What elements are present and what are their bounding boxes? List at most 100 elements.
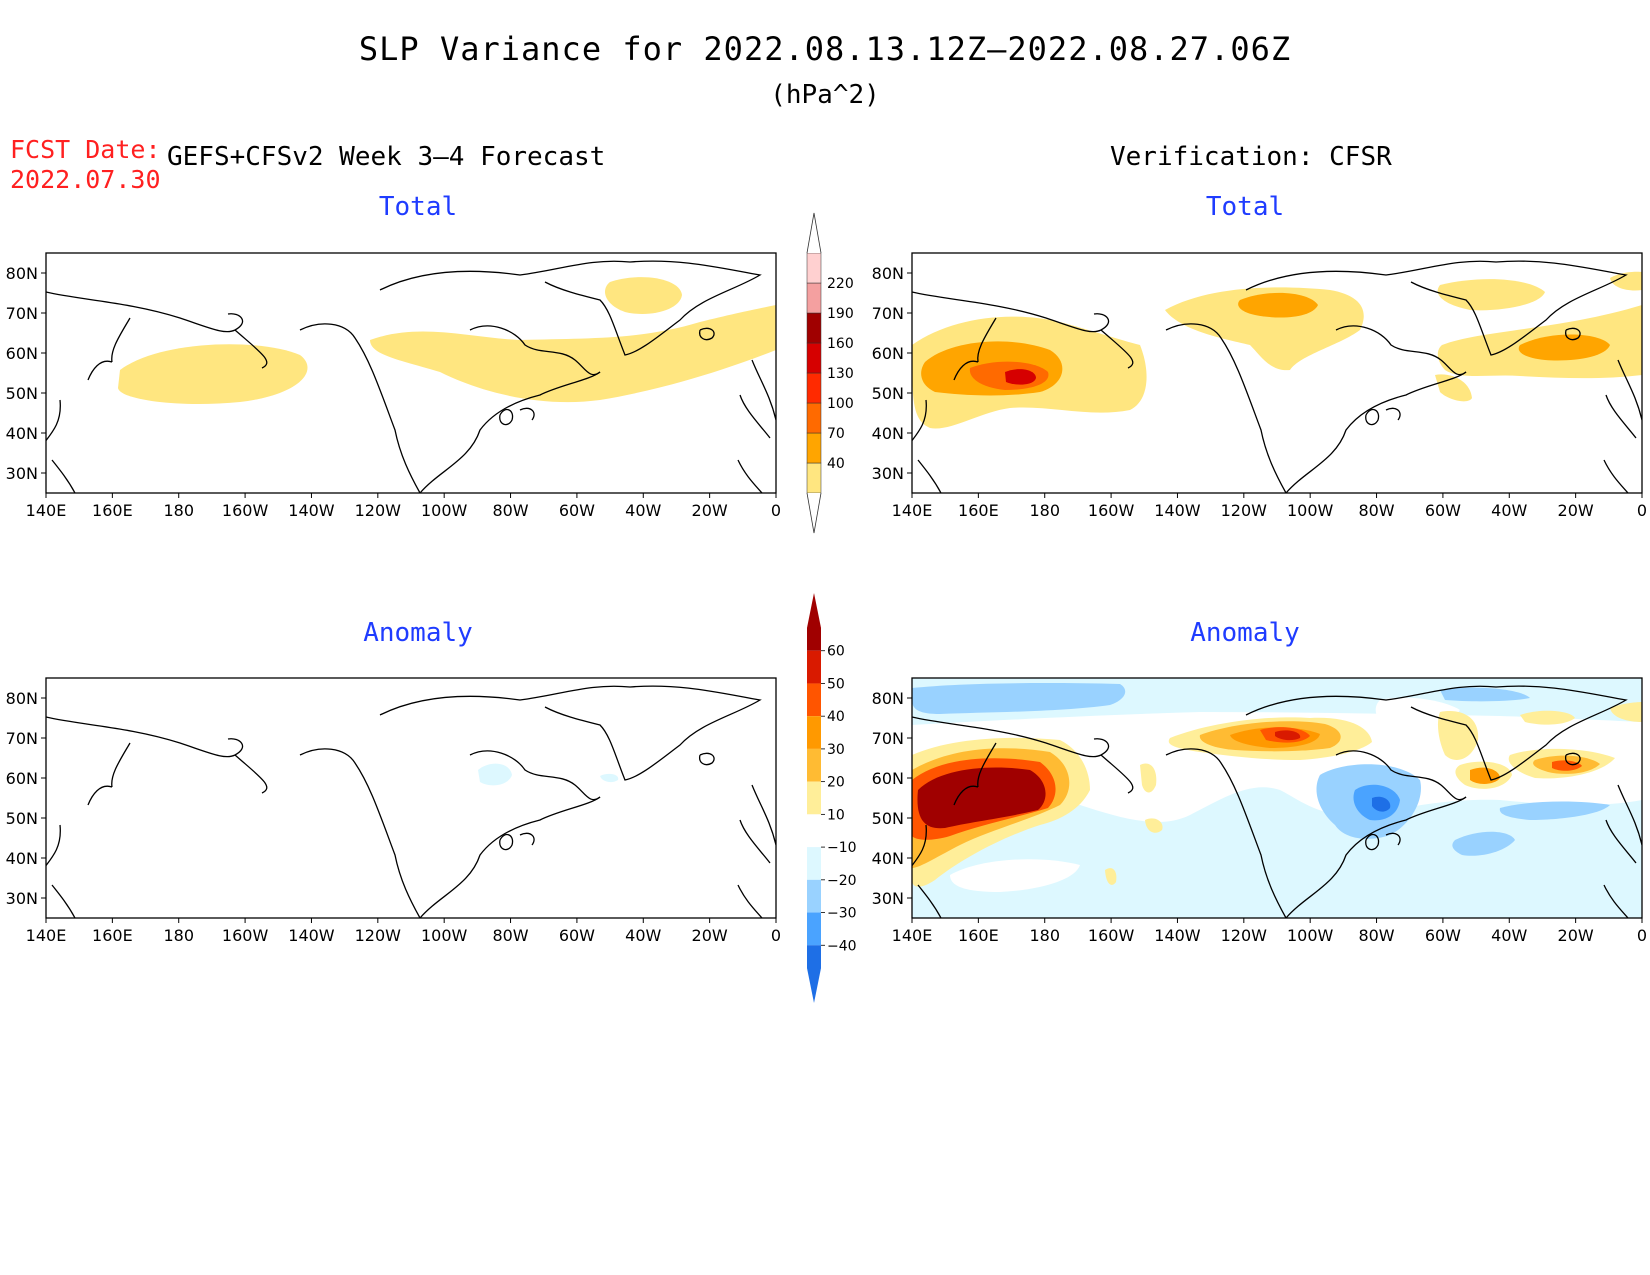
coastline [1285, 796, 1467, 918]
coastline [1100, 323, 1287, 493]
lon-label: 40W [625, 926, 661, 945]
lon-label: 80W [492, 926, 528, 945]
coastline [912, 716, 1110, 758]
figure-title: SLP Variance for 2022.08.13.12Z–2022.08.… [358, 30, 1292, 68]
lon-label: 140W [288, 926, 335, 945]
colorbar-swatch [807, 814, 821, 848]
lon-label: 160E [92, 501, 133, 520]
shade-region [600, 773, 619, 783]
lon-label: 100W [1287, 926, 1334, 945]
panel-title-verification-anomaly: Anomaly [1190, 618, 1300, 648]
coastline [46, 716, 244, 758]
lon-label: 60W [1425, 926, 1461, 945]
lon-label: 60W [559, 501, 595, 520]
colorbar-swatch [806, 282, 822, 314]
shade-region [1610, 271, 1642, 291]
coastline [1565, 327, 1581, 341]
coastline [1335, 750, 1467, 801]
coastline [953, 742, 997, 806]
forecast-anomaly-frame [45, 677, 777, 919]
coastline [737, 359, 776, 493]
coastline [1603, 359, 1642, 493]
verification-label: Verification: CFSR [1110, 142, 1392, 172]
lat-label: 50N [872, 384, 904, 403]
colorbar-label: −10 [827, 840, 857, 856]
panel-verification-anomaly: 80N 70N 60N 50N 40N 30N 140E 160E 180 160W 140W 120… [872, 677, 1647, 945]
colorbar-label: 60 [827, 644, 845, 660]
lon-label: 180 [1029, 501, 1060, 520]
shade-region [478, 763, 512, 786]
lat-label: 70N [6, 729, 38, 748]
coastline [499, 832, 535, 851]
colorbar-swatch [806, 252, 822, 284]
forecast-total-coastlines [46, 260, 776, 493]
shade-region [1552, 760, 1582, 771]
colorbar-swatch [807, 748, 821, 782]
colorbar-swatch [807, 945, 821, 1003]
colorbar-label: −40 [827, 938, 857, 954]
colorbar-label: 130 [827, 366, 854, 382]
colorbar-swatch [807, 847, 821, 880]
colorbar-swatch [806, 462, 822, 494]
units-label: (hPa^2) [770, 80, 880, 110]
verification-anomaly-shading [912, 678, 1642, 918]
coastline [469, 325, 601, 376]
colorbar-swatch [807, 912, 821, 946]
colorbar-label: −20 [827, 873, 857, 889]
lat-label: 30N [872, 464, 904, 483]
coastline [419, 371, 601, 493]
coastline [234, 323, 421, 493]
lon-label: 140E [892, 926, 933, 945]
verification-total-axis: 80N 70N 60N 50N 40N 30N 140E 160E 180 160W 140W 120… [872, 264, 1647, 520]
shade-region [1105, 868, 1117, 885]
colorbar-arrow [806, 492, 822, 534]
colorbar-swatch [807, 683, 821, 717]
colorbar-swatch [806, 342, 822, 374]
coastline [912, 824, 942, 918]
coastline [419, 796, 601, 918]
shade-region [1275, 730, 1301, 741]
coastline [1603, 784, 1642, 918]
coastline [1565, 752, 1581, 766]
colorbar-swatch [807, 781, 821, 815]
verification-anomaly-frame [911, 677, 1643, 919]
shade-region [950, 859, 1080, 892]
coastline [699, 752, 715, 766]
lon-label: 100W [1287, 501, 1334, 520]
forecast-model-label: GEFS+CFSv2 Week 3–4 Forecast [167, 142, 606, 172]
forecast-total-axis: 80N 70N 60N 50N 40N 30N 140E 160E 180 160W 140W 120… [6, 264, 781, 520]
coastline [1365, 832, 1401, 851]
lat-label: 60N [872, 344, 904, 363]
forecast-total-shading [118, 277, 776, 405]
lat-label: 50N [6, 384, 38, 403]
lat-label: 60N [872, 769, 904, 788]
lon-label: 100W [421, 926, 468, 945]
shade-region [1145, 818, 1163, 833]
coastline [1100, 748, 1287, 918]
lat-label: 50N [872, 809, 904, 828]
shade-region [1440, 687, 1530, 702]
lon-label: 60W [559, 926, 595, 945]
verification-total-shading [912, 271, 1642, 429]
colorbar-label: 30 [827, 742, 845, 758]
lon-label: 120W [355, 501, 402, 520]
lat-label: 40N [872, 849, 904, 868]
lon-label: 120W [1221, 926, 1268, 945]
colorbar-label: 190 [827, 306, 854, 322]
coastline [953, 317, 997, 381]
lat-label: 40N [872, 424, 904, 443]
fcst-date-label: FCST Date: [10, 135, 161, 164]
colorbar-swatch [807, 593, 821, 651]
colorbar-label: 40 [827, 709, 845, 725]
verification-anomaly-axis: 80N 70N 60N 50N 40N 30N 140E 160E 180 160W 140W 120… [872, 689, 1647, 945]
colorbar-label: 20 [827, 775, 845, 791]
colorbar-anomaly: 60 50 40 30 20 10 −10 −20 −30 −40 [807, 593, 857, 1003]
coastline [46, 291, 244, 333]
shade-region [605, 277, 682, 315]
forecast-anomaly-axis: 80N 70N 60N 50N 40N 30N 140E 160E 180 160W 140W 120… [6, 689, 781, 945]
lon-label: 0 [1637, 501, 1647, 520]
colorbar-label: 10 [827, 807, 845, 823]
coastline [912, 291, 1110, 333]
forecast-anomaly-coastlines [46, 685, 776, 918]
coastline [1245, 260, 1628, 356]
